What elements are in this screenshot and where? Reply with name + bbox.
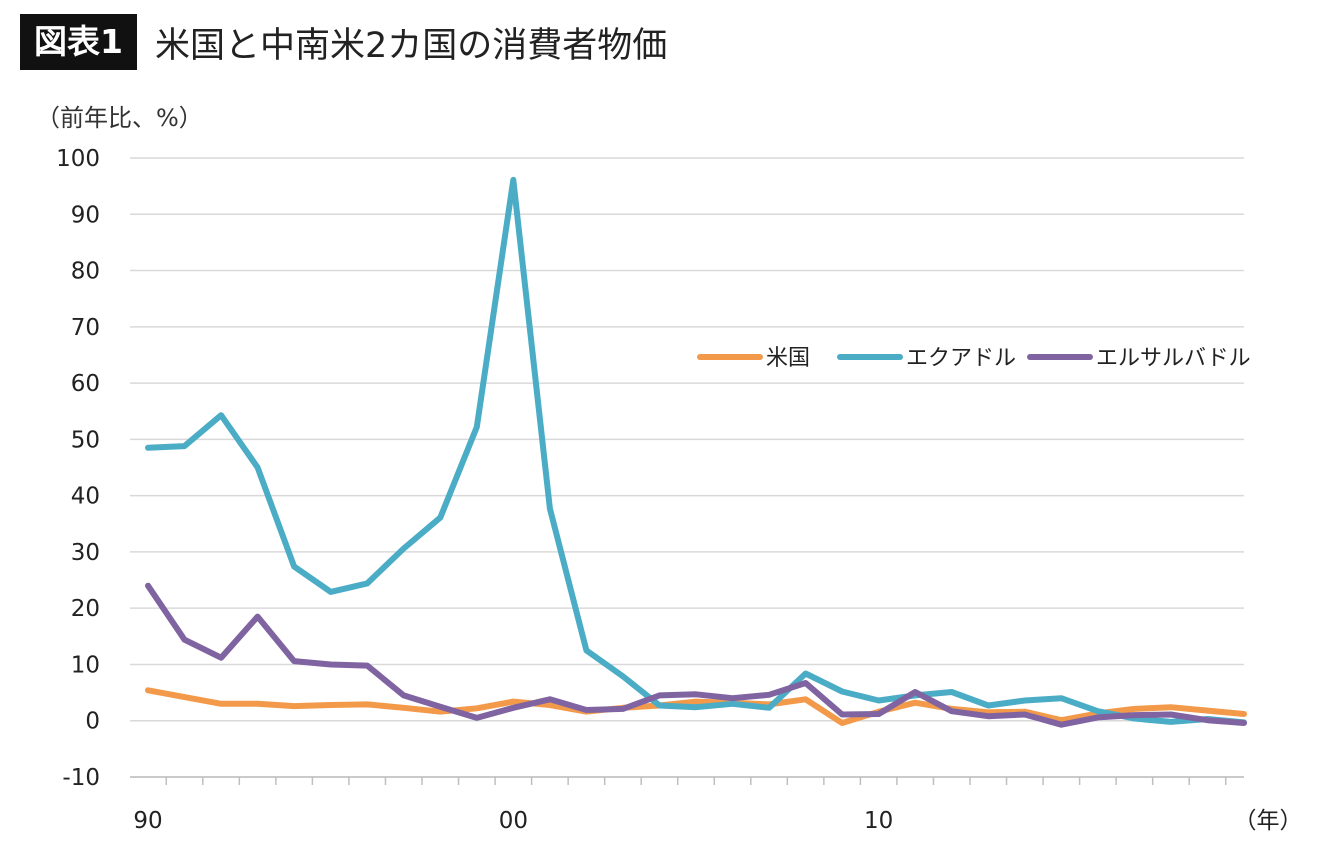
legend-label-3: エルサルバドル xyxy=(1096,346,1251,371)
legend-label-1: 米国 xyxy=(766,346,810,371)
y-tick-label: 60 xyxy=(71,371,100,397)
chart-title: 米国と中南米2カ国の消費者物価 xyxy=(154,25,668,66)
series-line-3 xyxy=(145,582,1247,728)
y-tick-label: 80 xyxy=(71,259,100,285)
y-tick-label: 10 xyxy=(71,652,100,678)
y-tick-label: 40 xyxy=(71,484,100,510)
x-tick-label: 00 xyxy=(499,808,528,834)
y-tick-label: 70 xyxy=(71,315,100,341)
y-tick-label: 30 xyxy=(71,540,100,566)
series-line-1 xyxy=(145,687,1247,726)
figure-label: 図表1 xyxy=(20,14,137,70)
y-axis-unit-label: （前年比、%） xyxy=(36,104,203,132)
y-tick-label: 100 xyxy=(56,146,100,172)
legend-label-2: エクアドル xyxy=(906,346,1016,371)
x-tick-label: 90 xyxy=(133,808,162,834)
y-tick-label: 90 xyxy=(71,202,100,228)
y-tick-label: 20 xyxy=(71,596,100,622)
x-tick-label: 10 xyxy=(864,808,893,834)
x-axis-label: （年） xyxy=(1234,808,1303,834)
y-tick-label: 0 xyxy=(85,709,100,735)
title-bar: 図表1 米国と中南米2カ国の消費者物価 xyxy=(20,14,667,70)
y-tick-label: -10 xyxy=(62,765,100,791)
series-line-2 xyxy=(145,176,1247,726)
y-tick-label: 50 xyxy=(71,427,100,453)
